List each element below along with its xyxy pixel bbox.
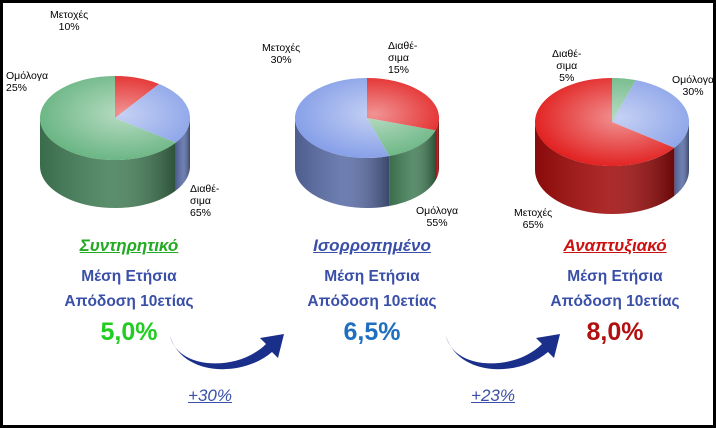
pie1-label-stocks: Μετοχές 10% [50,9,89,33]
return-caption-conservative: Μέση Ετήσια Απόδοση 10ετίας [64,268,194,310]
pie1-label-bonds: Ομόλογα 25% [6,70,49,94]
pie-3-sheen [535,78,689,166]
pie-2-side-shade-2 [389,130,436,207]
pie1-label-cash: Διαθέ-σιμα 65% [190,183,220,219]
return-caption-growth: Μέση Ετήσια Απόδοση 10ετίας [550,268,680,310]
pie-2-side-shade-1 [435,118,439,181]
pie3-label-stocks: Μετοχές 65% [514,207,553,231]
increase-label-2: +23% [471,386,515,405]
pie3-label-bonds: Ομόλογα 30% [672,74,715,98]
pie-3-side-shade-3 [535,122,675,214]
portfolio-name-conservative: Συντηρητικό [79,236,179,255]
pie-1-sheen [40,76,190,160]
pie2-label-bonds: Ομόλογα 55% [416,205,459,229]
return-caption-balanced: Μέση Ετήσια Απόδοση 10ετίας [307,268,437,310]
pie3-label-cash: Διαθέ-σιμα 5% [552,48,582,84]
return-value-conservative: 5,0% [100,318,158,346]
return-value-growth: 8,0% [586,318,644,346]
pie2-label-cash: Διαθέ-σιμα 15% [388,40,418,76]
pie-chart-2 [295,78,439,209]
increase-label-1: +30% [188,386,232,405]
return-value-balanced: 6,5% [343,318,401,346]
curved-arrow-icon [170,334,284,370]
pie-1-side-shade-3 [40,118,176,208]
pie-chart-1 [39,76,190,208]
pie-2-sheen [295,78,439,158]
pie-1-side-shade-2 [175,118,190,191]
pie-3-side-shade-2 [674,122,689,196]
portfolio-name-balanced: Ισορροπημένο [313,236,431,255]
pie2-label-stocks: Μετοχές 30% [262,42,301,66]
curved-arrow-icon [446,334,560,370]
pie-2-side-shade-3 [295,118,390,209]
pie-chart-3 [534,78,689,214]
portfolio-name-growth: Αναπτυξιακό [563,236,667,255]
